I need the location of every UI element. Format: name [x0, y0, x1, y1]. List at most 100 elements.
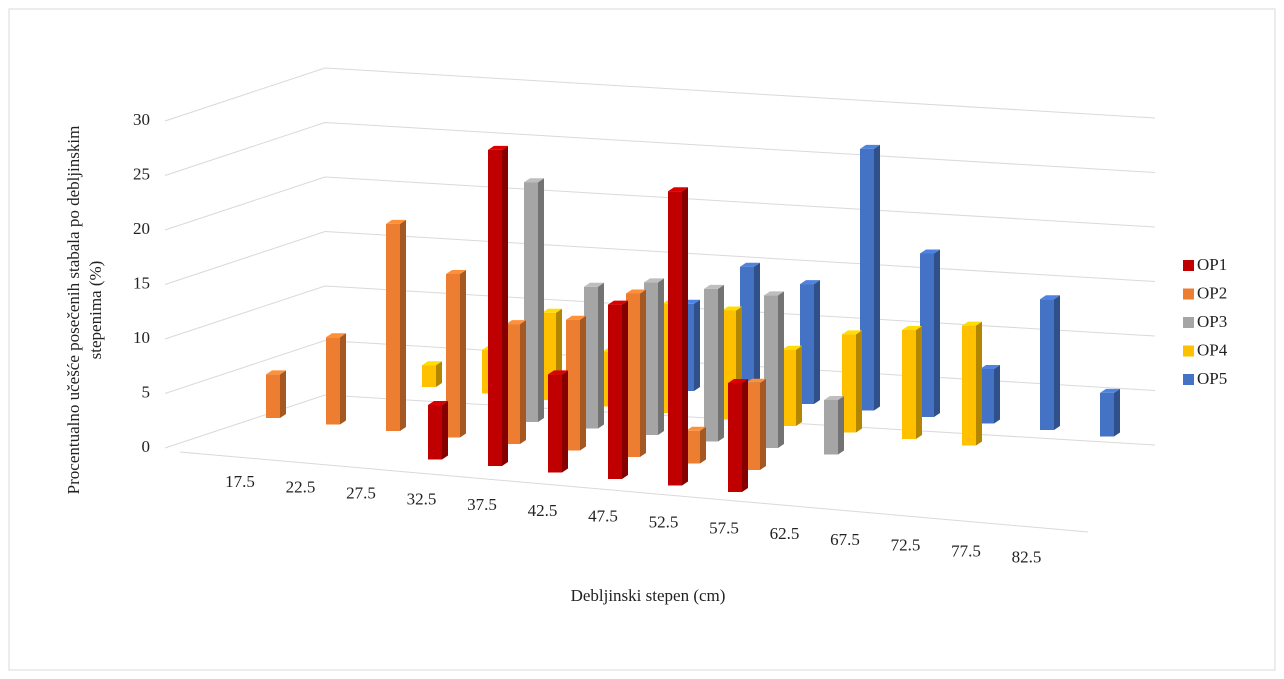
bar-top — [524, 178, 544, 183]
bar-group — [566, 315, 586, 451]
bar-group — [860, 144, 880, 411]
bar-side — [502, 145, 508, 466]
x-tick-label: 77.5 — [951, 542, 981, 561]
bar-top — [860, 144, 880, 149]
x-axis-title: Debljinski stepen (cm) — [571, 586, 726, 605]
bar-top — [608, 300, 628, 305]
bar-side — [700, 426, 706, 464]
bar-side — [520, 320, 526, 444]
bar — [860, 148, 874, 411]
bar-side — [442, 401, 448, 460]
bar-group — [962, 321, 982, 446]
bar-group — [506, 320, 526, 444]
legend-label: OP5 — [1197, 369, 1227, 388]
bar — [524, 182, 538, 422]
bar-side — [760, 378, 766, 470]
y-tick-label: 25 — [133, 164, 150, 183]
bar-side — [1114, 388, 1120, 437]
bar-side — [976, 321, 982, 446]
bar-top — [842, 330, 862, 335]
x-tick-label: 57.5 — [709, 518, 739, 537]
x-tick-label: 42.5 — [528, 501, 558, 520]
x-tick-label: 47.5 — [588, 507, 618, 526]
bar-side — [742, 379, 748, 492]
bar-top — [386, 219, 406, 224]
legend-swatch — [1183, 288, 1194, 300]
bar-side — [916, 326, 922, 439]
bar-top — [962, 321, 982, 326]
bar-group — [740, 262, 760, 398]
bar-side — [622, 300, 628, 479]
bar — [446, 274, 460, 438]
bar-side — [598, 282, 604, 429]
bar — [266, 374, 280, 418]
bar — [422, 365, 436, 387]
bar — [386, 223, 400, 431]
bar-side — [718, 284, 724, 442]
bar-group — [386, 219, 406, 431]
bar-side — [682, 187, 688, 486]
legend-swatch — [1183, 260, 1194, 271]
x-tick-label: 37.5 — [467, 495, 497, 514]
bar-top — [1040, 295, 1060, 300]
bar-group — [902, 326, 922, 439]
bar-top — [626, 289, 646, 294]
bar-group — [584, 282, 604, 429]
bar-group — [824, 396, 844, 455]
bar — [800, 284, 814, 404]
bar-top — [548, 370, 568, 375]
bar-side — [814, 280, 820, 404]
bar-top — [1100, 388, 1120, 393]
bar-top — [446, 270, 466, 274]
bar-group — [800, 280, 820, 404]
bar-group — [626, 289, 646, 457]
bar — [566, 319, 580, 451]
x-tick-label: 72.5 — [891, 536, 921, 555]
bar-group — [668, 187, 688, 486]
bar-group — [782, 345, 802, 426]
bar-top — [428, 401, 448, 405]
bar-group — [524, 178, 544, 422]
legend-swatch — [1183, 345, 1194, 357]
y-tick-label: 30 — [133, 110, 150, 129]
bar — [644, 282, 658, 435]
bar-group — [548, 370, 568, 473]
bar-side — [694, 299, 700, 391]
bar-top — [566, 315, 586, 320]
legend-label: OP2 — [1197, 283, 1227, 302]
y-tick-label: 5 — [142, 382, 151, 401]
bar-top — [584, 282, 604, 287]
legend-label: OP1 — [1197, 255, 1227, 274]
bar-side — [280, 370, 286, 418]
bar-top — [764, 291, 784, 296]
x-tick-label: 22.5 — [286, 478, 316, 497]
y-axis-title-line: Procentualno učešće posečenih stabala po… — [64, 126, 83, 495]
bar-group — [428, 401, 448, 460]
bar-top — [506, 320, 526, 325]
bar-top — [920, 249, 940, 254]
y-axis-title: Procentualno učešće posečenih stabala po… — [64, 126, 105, 495]
bar-side — [460, 270, 466, 438]
bar-group — [704, 284, 724, 442]
bar-side — [838, 396, 844, 455]
y-axis-title-line: stepenima (%) — [86, 261, 105, 360]
bar-group — [728, 379, 748, 492]
x-tick-label: 82.5 — [1012, 547, 1042, 566]
bar — [626, 293, 640, 457]
bar — [1100, 392, 1114, 437]
bar-group — [686, 426, 706, 464]
bar-side — [778, 291, 784, 448]
bar-top — [542, 308, 562, 313]
y-tick-label: 20 — [133, 219, 150, 238]
bar — [668, 191, 682, 486]
bar — [608, 304, 622, 479]
bar-top — [902, 326, 922, 330]
bar — [764, 295, 778, 448]
bar-side — [796, 345, 802, 426]
bar-group — [608, 300, 628, 479]
bar-top — [980, 365, 1000, 369]
bar — [728, 383, 742, 492]
bar — [920, 253, 934, 417]
bar-top — [728, 379, 748, 383]
bar-group — [422, 361, 442, 387]
